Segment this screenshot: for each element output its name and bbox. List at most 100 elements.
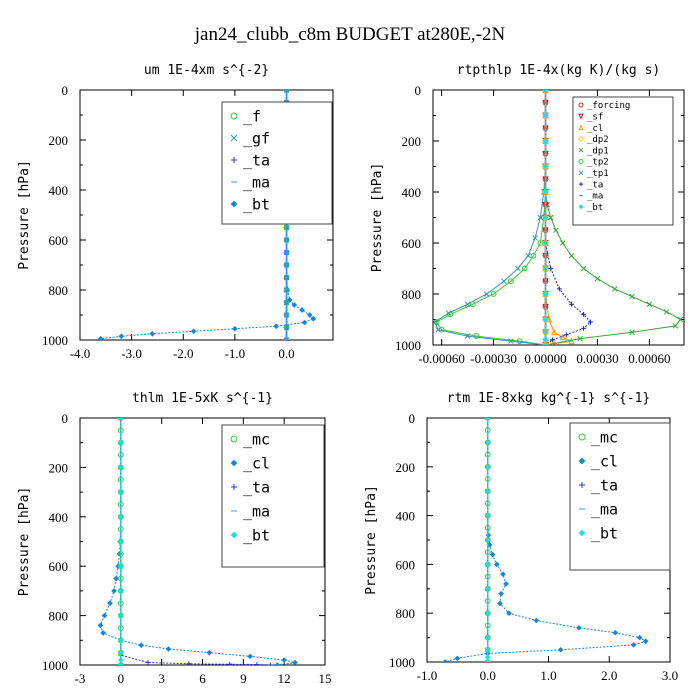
data-point [581, 326, 586, 331]
legend-item: _gf [230, 129, 270, 147]
legend-item: _ma [579, 192, 603, 202]
legend-item: _tp1 [578, 169, 609, 179]
data-point [484, 561, 491, 568]
data-point [629, 329, 635, 336]
series-group [442, 418, 649, 662]
panel-2: rtpthlp 1E-4x(kg K)/(kg s) 0 200 400 600 800 1… [370, 63, 685, 366]
legend-marker [230, 459, 238, 467]
legend-label: _tp2 [587, 158, 609, 168]
legend-label: _bt [587, 203, 603, 213]
data-point [118, 657, 124, 663]
x-tick-label: 0.00030 [576, 351, 618, 366]
series-line [445, 418, 647, 662]
legend-label: _cl [591, 452, 618, 470]
data-point [484, 654, 491, 660]
legend: _mc _cl _ta _ma _bt [221, 424, 325, 568]
y-tick-label: 800 [49, 283, 69, 298]
data-point [281, 657, 287, 663]
y-axis-label: Pressure [hPa] [370, 163, 385, 273]
data-point [274, 662, 281, 665]
panel-3: thlm 1E-5xK s^{-1} 0 200 400 600 800 1000 -3 0 3 6… [17, 391, 332, 686]
series-bt [484, 418, 491, 662]
data-point [503, 581, 509, 587]
legend-box [221, 424, 325, 568]
data-point [464, 333, 471, 339]
legend-marker [230, 531, 238, 539]
data-point [149, 330, 156, 337]
legend-item: _cl [578, 452, 618, 470]
data-point [530, 252, 537, 259]
data-point [612, 629, 619, 636]
data-point [663, 309, 670, 315]
data-point [636, 634, 643, 641]
y-tick-label: 1000 [389, 655, 415, 670]
y-tick-label: 200 [49, 460, 69, 475]
legend: _mc _cl _ta _ma _bt [569, 422, 671, 571]
data-point [542, 291, 549, 297]
legend-label: _dp1 [587, 146, 609, 156]
data-point [100, 630, 106, 636]
legend-marker [578, 159, 584, 164]
legend-marker [578, 529, 586, 537]
legend-item: _mc [230, 430, 270, 448]
data-point [532, 235, 538, 241]
data-point [568, 337, 575, 345]
data-point [559, 333, 567, 341]
y-tick-label: 400 [49, 183, 69, 198]
legend-label: _tp1 [587, 169, 609, 179]
legend-label: _dp2 [587, 135, 609, 145]
data-point [118, 513, 124, 520]
data-point [588, 319, 593, 325]
data-point [433, 319, 438, 325]
data-point [576, 625, 582, 631]
data-point [254, 662, 260, 665]
series-bt [118, 418, 124, 665]
series-line [434, 90, 547, 345]
legend-item: _ta [579, 476, 618, 494]
y-tick-label: 600 [402, 236, 422, 251]
y-tick-label: 400 [396, 509, 416, 524]
data-point [97, 335, 104, 340]
panel-title: rtpthlp 1E-4x(kg K)/(kg s) [457, 63, 661, 78]
data-point [107, 600, 113, 607]
data-point [508, 338, 514, 344]
legend-marker [231, 484, 237, 490]
data-point [560, 240, 566, 246]
data-point [568, 252, 575, 259]
legend-box [572, 96, 674, 226]
x-tick-label: -3 [75, 671, 86, 686]
legend-item: _bt [230, 526, 270, 544]
data-point [118, 662, 124, 665]
data-point [306, 312, 313, 318]
legend-label: _cl [587, 124, 603, 134]
series-line [99, 418, 296, 665]
data-point [550, 337, 555, 343]
data-point [484, 488, 491, 495]
data-point [533, 617, 540, 624]
legend-item: _ma [579, 500, 618, 518]
data-point [594, 275, 601, 282]
data-point [497, 600, 503, 607]
data-point [646, 301, 653, 307]
data-point [118, 612, 124, 619]
data-point [227, 661, 233, 665]
data-point [299, 307, 305, 313]
data-point [118, 538, 124, 545]
y-axis-label: Pressure [hPa] [364, 485, 379, 595]
y-axis-label: Pressure [hPa] [17, 160, 32, 270]
data-point [542, 265, 549, 272]
data-point [118, 333, 125, 340]
x-tick-label: -4.0 [70, 346, 91, 361]
y-tick-label: 0 [62, 411, 69, 426]
x-tick-label: 0.0 [480, 668, 496, 683]
y-tick-label: 400 [49, 510, 69, 525]
y-tick-label: 1000 [42, 333, 68, 348]
legend-item: _bt [578, 203, 603, 213]
data-point [515, 265, 521, 272]
data-point [484, 646, 491, 653]
series-line [435, 90, 547, 345]
data-point [490, 291, 497, 297]
data-point [111, 588, 117, 594]
data-point [672, 323, 679, 329]
